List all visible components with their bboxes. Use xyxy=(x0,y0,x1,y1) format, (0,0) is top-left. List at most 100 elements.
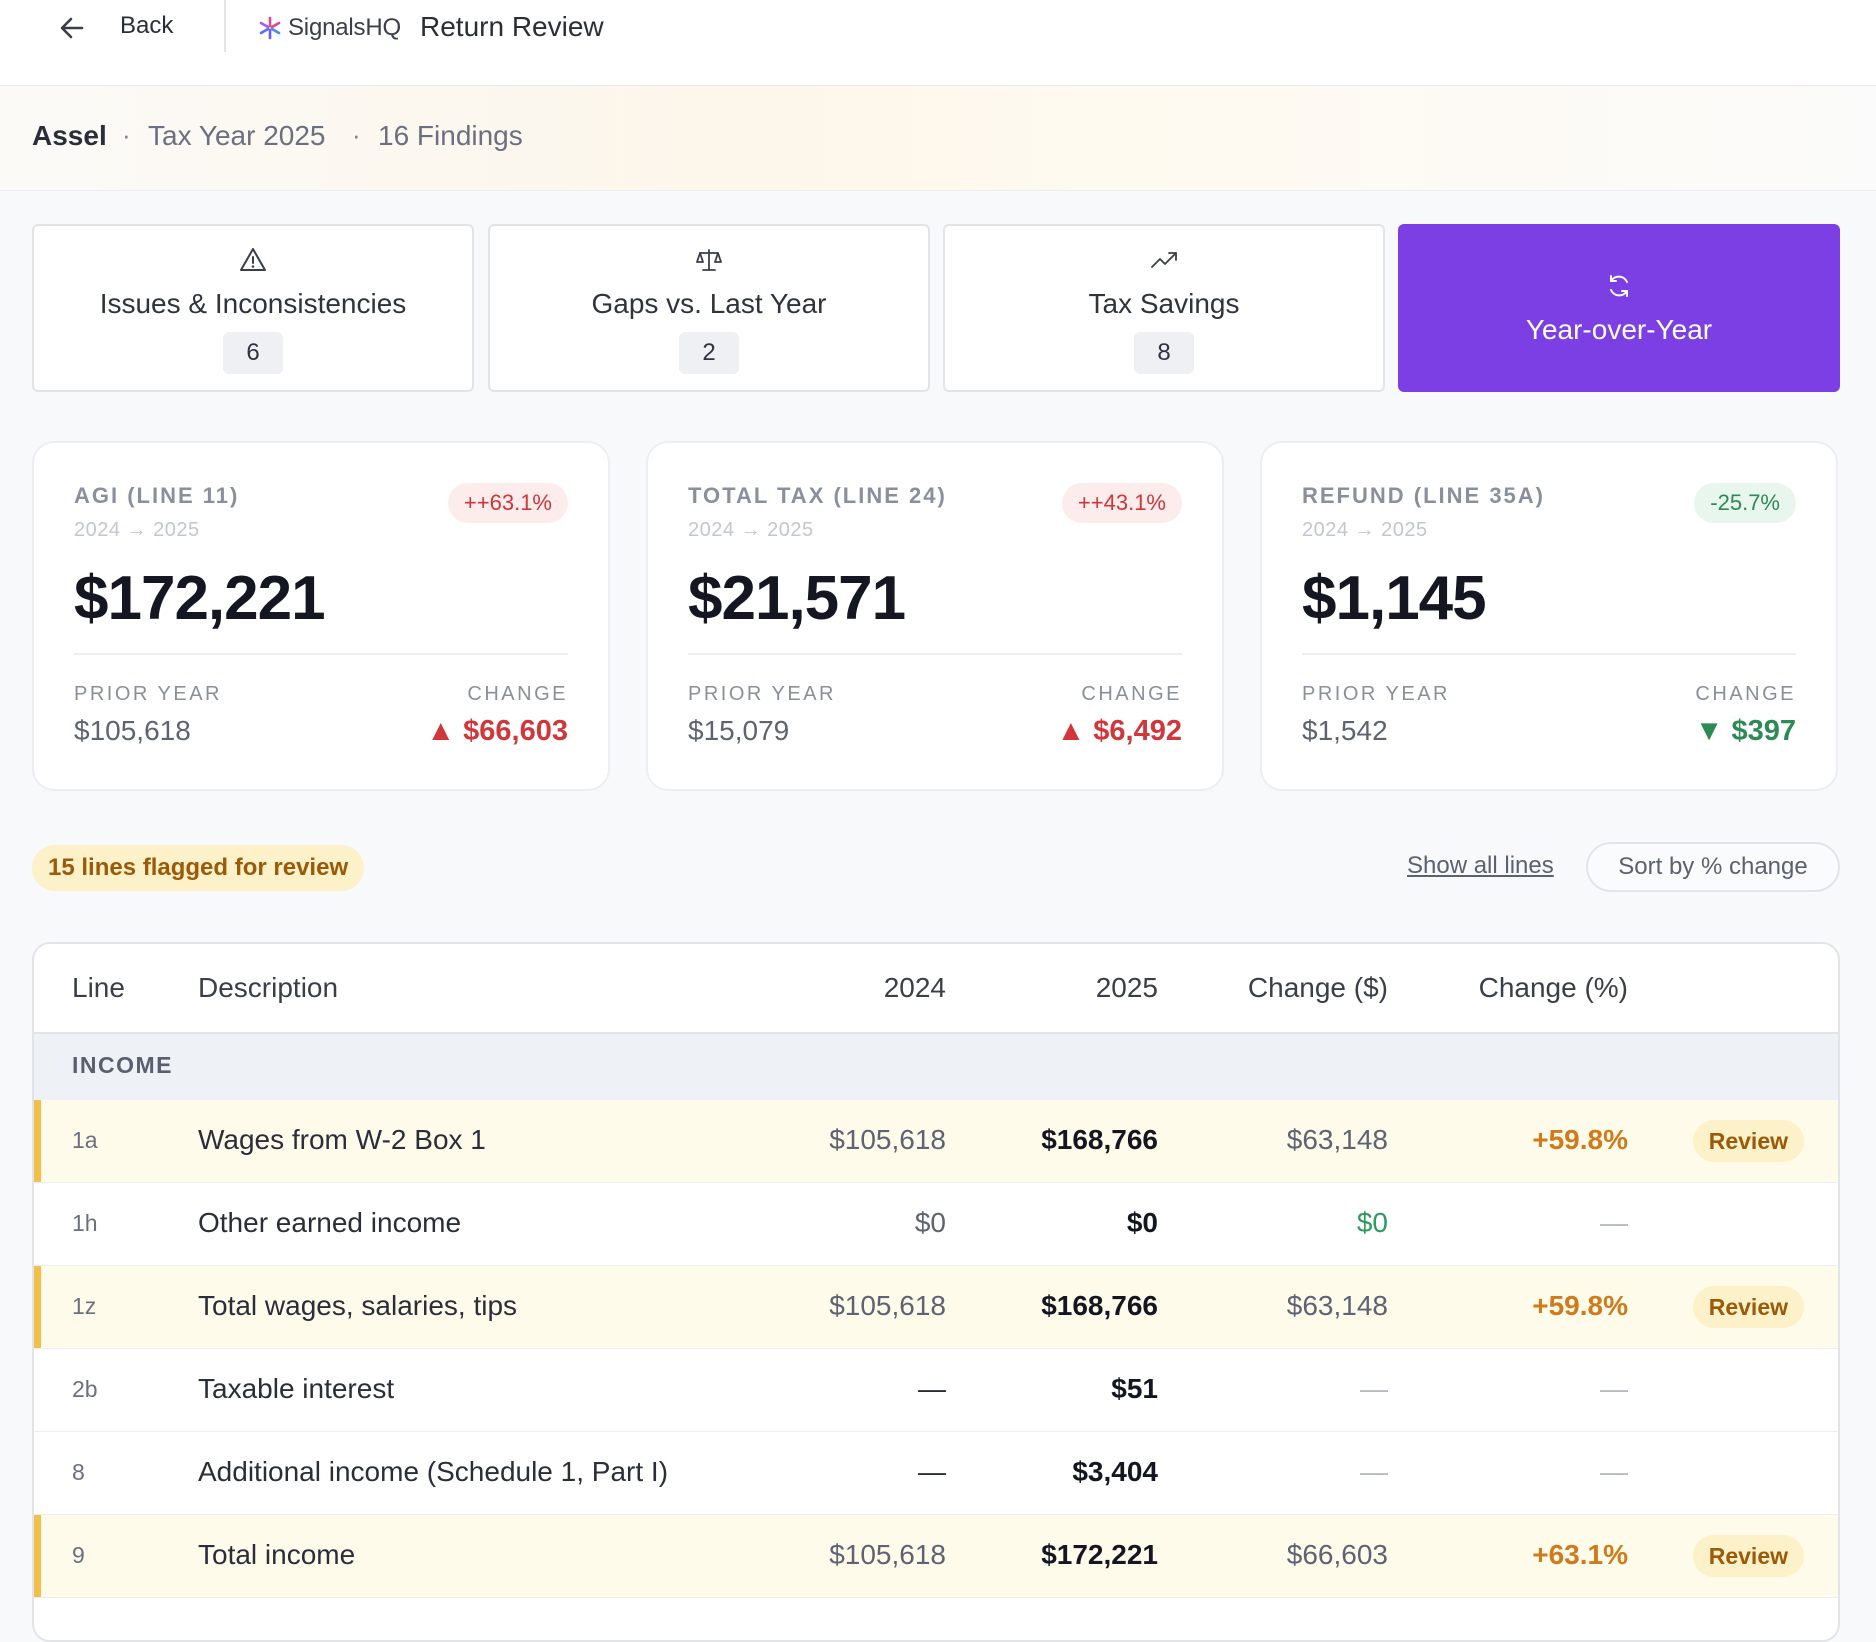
change-value: ▼ $397 xyxy=(1694,715,1796,747)
table-row[interactable]: 9 Total income $105,618 $172,221 $66,603… xyxy=(34,1515,1838,1598)
value-2024: $105,618 xyxy=(829,1539,946,1570)
change-label: CHANGE xyxy=(1081,683,1182,705)
metric-card-refund: REFUND (LINE 35A) 2024 → 2025 -25.7% $1,… xyxy=(1260,441,1838,791)
metric-label: TOTAL TAX (LINE 24) xyxy=(688,483,947,508)
metric-range: 2024 → 2025 xyxy=(1302,519,1428,541)
card-divider xyxy=(688,653,1182,655)
tab-gaps[interactable]: Gaps vs. Last Year 2 xyxy=(488,224,930,392)
change-pct: — xyxy=(1600,1373,1628,1404)
metric-card-agi: AGI (LINE 11) 2024 → 2025 ++63.1% $172,2… xyxy=(32,441,610,791)
tab-issues[interactable]: Issues & Inconsistencies 6 xyxy=(32,224,474,392)
column-header-2025: 2025 xyxy=(1095,972,1158,1003)
value-2024: $105,618 xyxy=(829,1290,946,1321)
table-row[interactable]: 1z Total wages, salaries, tips $105,618 … xyxy=(34,1266,1838,1349)
line-description: Other earned income xyxy=(198,1207,462,1238)
findings-count: 16 Findings xyxy=(378,120,523,151)
change-usd: $63,148 xyxy=(1286,1290,1388,1321)
change-value: ▲ $6,492 xyxy=(1056,715,1182,747)
metric-value: $172,221 xyxy=(74,564,326,633)
change-label: CHANGE xyxy=(467,683,568,705)
value-2024: — xyxy=(918,1373,946,1404)
line-number: 9 xyxy=(72,1542,85,1568)
yoy-table: Line Description 2024 2025 Change ($) Ch… xyxy=(32,942,1840,1642)
flagged-lines-badge: 15 lines flagged for review xyxy=(32,845,365,891)
metric-value: $21,571 xyxy=(688,564,906,633)
change-usd: — xyxy=(1360,1373,1388,1404)
value-2024: $0 xyxy=(914,1207,946,1238)
tab-year-over-year[interactable]: Year-over-Year xyxy=(1398,224,1840,392)
change-usd: $0 xyxy=(1356,1207,1388,1238)
line-description: Taxable interest xyxy=(198,1373,395,1404)
change-value: ▲ $66,603 xyxy=(426,715,568,747)
table-header: Line Description 2024 2025 Change ($) Ch… xyxy=(34,944,1838,1034)
metric-range: 2024 → 2025 xyxy=(688,519,814,541)
line-description: Additional income (Schedule 1, Part I) xyxy=(198,1456,669,1487)
change-pct: — xyxy=(1600,1456,1628,1487)
line-description: Wages from W-2 Box 1 xyxy=(198,1124,486,1155)
tab-issues-count: 6 xyxy=(223,332,283,374)
line-number: 1h xyxy=(72,1210,98,1236)
table-row[interactable]: 1h Other earned income $0 $0 $0 — xyxy=(34,1183,1838,1266)
tab-issues-label: Issues & Inconsistencies xyxy=(99,288,407,319)
refresh-icon xyxy=(1610,275,1628,297)
value-2024: $105,618 xyxy=(829,1124,946,1155)
tab-gaps-count: 2 xyxy=(679,332,739,374)
table-row[interactable]: 8 Additional income (Schedule 1, Part I)… xyxy=(34,1432,1838,1515)
table-row xyxy=(34,1598,1838,1640)
value-2024: — xyxy=(918,1456,946,1487)
back-arrow-icon[interactable] xyxy=(56,12,88,44)
change-pct: +63.1% xyxy=(1532,1539,1628,1570)
metric-label: AGI (LINE 11) xyxy=(74,483,240,508)
tab-tax-savings[interactable]: Tax Savings 8 xyxy=(943,224,1385,392)
line-number: 8 xyxy=(72,1459,85,1485)
card-divider xyxy=(1302,653,1796,655)
warning-icon xyxy=(240,248,266,271)
section-header-income: INCOME xyxy=(34,1034,1838,1100)
prior-year-label: PRIOR YEAR xyxy=(1302,683,1450,705)
prior-year-label: PRIOR YEAR xyxy=(74,683,222,705)
tab-gaps-label: Gaps vs. Last Year xyxy=(591,288,827,319)
metric-range: 2024 → 2025 xyxy=(74,519,200,541)
metric-value: $1,145 xyxy=(1302,564,1487,633)
change-label: CHANGE xyxy=(1695,683,1796,705)
tab-tax-savings-label: Tax Savings xyxy=(1088,288,1240,319)
table-row[interactable]: 1a Wages from W-2 Box 1 $105,618 $168,76… xyxy=(34,1100,1838,1183)
show-all-lines-link[interactable]: Show all lines xyxy=(1407,852,1554,879)
prior-year-value: $105,618 xyxy=(74,715,191,746)
prior-year-label: PRIOR YEAR xyxy=(688,683,836,705)
scale-icon xyxy=(696,249,722,271)
value-2025: $3,404 xyxy=(1072,1456,1158,1487)
column-header-description: Description xyxy=(198,972,339,1003)
change-pct: — xyxy=(1600,1207,1628,1238)
separator-dot: · xyxy=(352,120,361,150)
value-2025: $168,766 xyxy=(1041,1124,1158,1155)
line-number: 1a xyxy=(72,1127,98,1153)
top-bar: Back SignalsHQ Return Review xyxy=(0,0,1876,86)
section-label: INCOME xyxy=(72,1052,173,1078)
change-usd: $63,148 xyxy=(1286,1124,1388,1155)
line-number: 1z xyxy=(72,1293,97,1319)
tax-year: Tax Year 2025 xyxy=(148,120,326,151)
brand-name: SignalsHQ xyxy=(288,14,401,41)
change-usd: $66,603 xyxy=(1286,1539,1388,1570)
review-badge[interactable]: Review xyxy=(1692,1535,1804,1577)
page-title: Return Review xyxy=(420,11,604,42)
return-summary-bar: Assel · Tax Year 2025 · 16 Findings xyxy=(0,86,1876,191)
metric-card-total-tax: TOTAL TAX (LINE 24) 2024 → 2025 ++43.1% … xyxy=(646,441,1224,791)
card-divider xyxy=(74,653,568,655)
back-button[interactable]: Back xyxy=(120,12,174,39)
value-2025: $172,221 xyxy=(1041,1539,1158,1570)
percent-change-badge: ++63.1% xyxy=(447,483,568,523)
column-header-line: Line xyxy=(72,972,125,1003)
sort-button[interactable]: Sort by % change xyxy=(1586,842,1840,892)
brand-spark-icon xyxy=(259,16,281,40)
review-badge[interactable]: Review xyxy=(1692,1286,1804,1328)
change-pct: +59.8% xyxy=(1532,1124,1628,1155)
column-header-change-pct: Change (%) xyxy=(1478,972,1628,1003)
prior-year-value: $1,542 xyxy=(1302,715,1388,746)
column-header-change-usd: Change ($) xyxy=(1247,972,1388,1003)
review-badge[interactable]: Review xyxy=(1692,1120,1804,1162)
table-row[interactable]: 2b Taxable interest — $51 — — xyxy=(34,1349,1838,1432)
trend-up-icon xyxy=(1151,252,1177,268)
line-description: Total income xyxy=(198,1539,356,1570)
